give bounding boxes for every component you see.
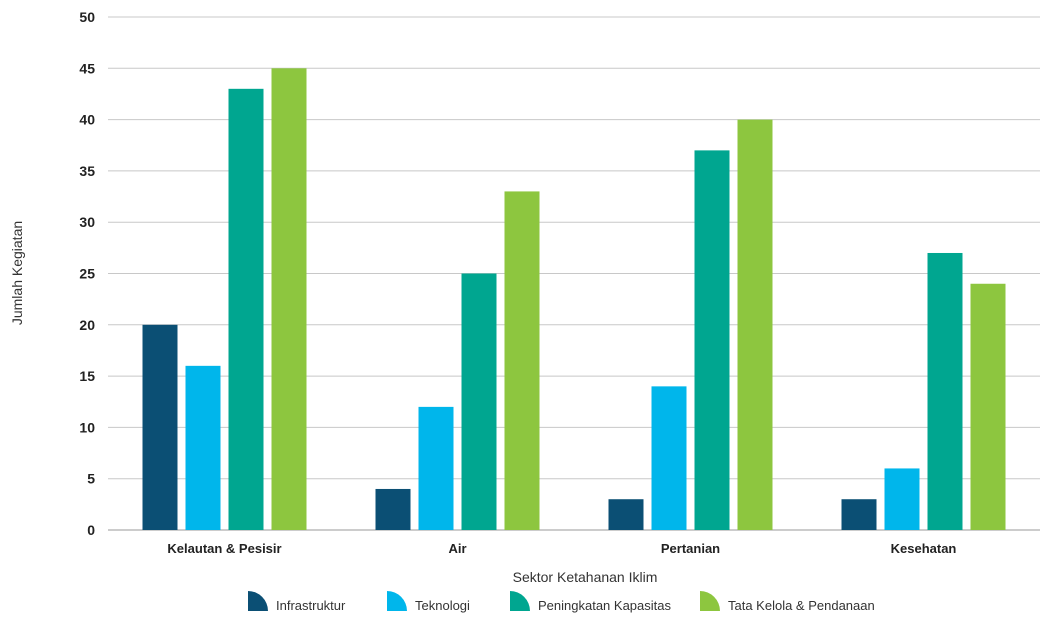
legend-label: Peningkatan Kapasitas (538, 598, 671, 613)
x-axis-label: Sektor Ketahanan Iklim (513, 569, 658, 585)
bar-teknologi-3 (651, 386, 687, 530)
legend: Infrastruktur Teknologi Peningkatan Kapasi… (248, 591, 875, 613)
bar-teknologi-2 (418, 406, 454, 530)
bars (142, 68, 1006, 531)
legend-swatch (510, 591, 530, 611)
bar-infrastruktur-2 (375, 488, 411, 530)
bar-tata-kelola-pendanaan-3 (737, 119, 773, 530)
bar-peningkatan-kapasitas-1 (228, 88, 264, 530)
legend-swatch (248, 591, 268, 611)
bar-infrastruktur-1 (142, 324, 178, 530)
y-tick-label: 40 (79, 112, 95, 128)
y-axis-label: Jumlah Kegiatan (9, 221, 25, 325)
bar-peningkatan-kapasitas-2 (461, 273, 497, 530)
y-tick-label: 20 (79, 317, 95, 333)
legend-label: Tata Kelola & Pendanaan (728, 598, 875, 613)
bar-tata-kelola-pendanaan-2 (504, 191, 540, 531)
x-tick-label: Pertanian (661, 541, 720, 556)
y-tick-label: 0 (87, 522, 95, 538)
x-tick-label: Kesehatan (891, 541, 957, 556)
y-tick-label: 25 (79, 266, 95, 282)
y-tick-label: 30 (79, 214, 95, 230)
legend-swatch (387, 591, 407, 611)
bar-teknologi-1 (185, 365, 221, 530)
legend-item-teknologi: Teknologi (387, 591, 470, 613)
y-tick-label: 15 (79, 368, 95, 384)
y-tick-label: 35 (79, 163, 95, 179)
bar-peningkatan-kapasitas-3 (694, 150, 730, 530)
x-tick-label: Kelautan & Pesisir (167, 541, 281, 556)
x-axis-ticks: Kelautan & Pesisir Air Pertanian Kesehatan (167, 541, 956, 556)
legend-item-tata-kelola-pendanaan: Tata Kelola & Pendanaan (700, 591, 875, 613)
bar-tata-kelola-pendanaan-1 (271, 68, 307, 531)
y-tick-label: 10 (79, 419, 95, 435)
bar-tata-kelola-pendanaan-4 (970, 283, 1006, 530)
legend-item-peningkatan-kapasitas: Peningkatan Kapasitas (510, 591, 671, 613)
bar-peningkatan-kapasitas-4 (927, 252, 963, 531)
y-tick-label: 45 (79, 60, 95, 76)
bar-infrastruktur-3 (608, 499, 644, 530)
legend-item-infrastruktur: Infrastruktur (248, 591, 346, 613)
bar-teknologi-4 (884, 468, 920, 530)
legend-swatch (700, 591, 720, 611)
bar-infrastruktur-4 (841, 499, 877, 530)
legend-label: Infrastruktur (276, 598, 346, 613)
x-tick-label: Air (448, 541, 466, 556)
y-tick-label: 50 (79, 9, 95, 25)
legend-label: Teknologi (415, 598, 470, 613)
y-axis-ticks: 0 5 10 15 20 25 30 35 40 45 50 (79, 9, 95, 538)
y-tick-label: 5 (87, 471, 95, 487)
